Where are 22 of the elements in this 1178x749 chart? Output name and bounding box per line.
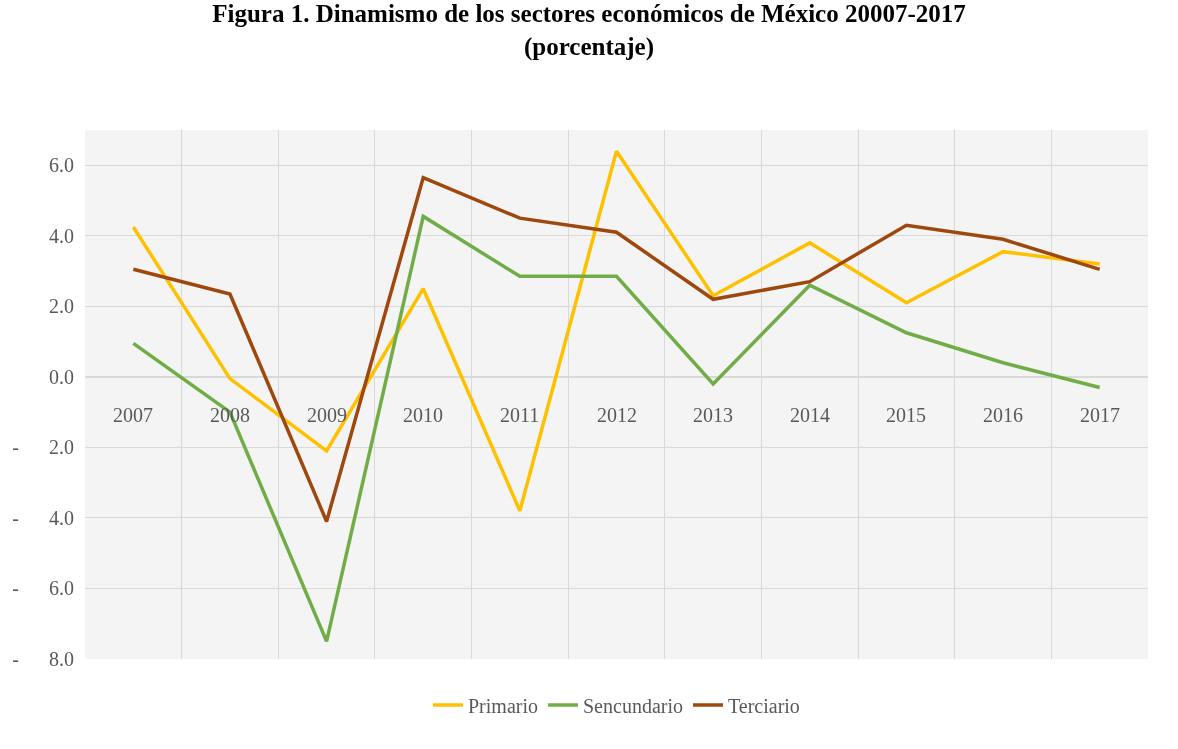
legend-label: Primario	[468, 694, 538, 717]
x-tick-label: 2013	[693, 404, 733, 426]
x-tick-label: 2012	[597, 404, 637, 426]
x-tick-label: 2010	[403, 404, 443, 426]
y-tick-label: - 2.0	[12, 436, 74, 459]
x-tick-label: 2017	[1080, 404, 1120, 426]
y-tick-label: - 4.0	[12, 506, 74, 529]
legend-label: Terciario	[727, 694, 800, 717]
y-tick-label: - 6.0	[12, 577, 74, 600]
y-tick-label: 6.0	[49, 154, 74, 177]
x-tick-label: 2016	[983, 404, 1023, 426]
y-tick-label: 4.0	[49, 224, 74, 247]
y-tick-label: - 8.0	[12, 648, 74, 670]
x-tick-label: 2009	[307, 404, 347, 426]
x-tick-label: 2014	[790, 404, 830, 426]
y-tick-label: 0.0	[49, 365, 74, 388]
y-tick-label: 2.0	[49, 295, 74, 318]
legend-label: Sencundario	[583, 694, 683, 717]
x-tick-label: 2011	[500, 404, 540, 426]
x-tick-label: 2015	[886, 404, 926, 426]
chart-title: Figura 1. Dinamismo de los sectores económicos de México 20007-2017 (porcentaje)	[212, 0, 966, 61]
x-tick-label: 2007	[113, 404, 153, 426]
